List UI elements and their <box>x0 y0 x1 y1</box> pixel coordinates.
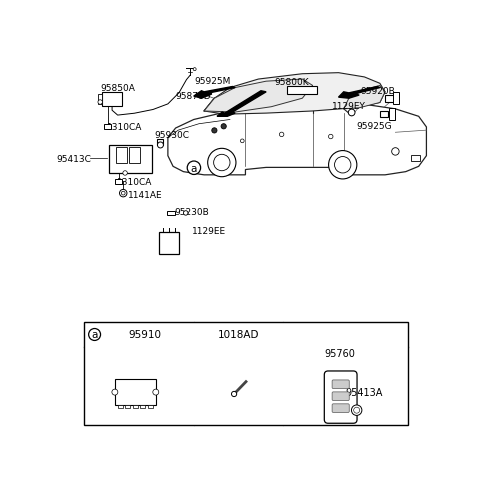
Text: 95925G: 95925G <box>357 121 392 130</box>
Bar <box>104 124 111 130</box>
Circle shape <box>120 190 127 197</box>
Bar <box>98 94 102 105</box>
Text: 95230B: 95230B <box>175 208 209 217</box>
Bar <box>115 180 122 184</box>
Circle shape <box>328 135 333 139</box>
Circle shape <box>123 171 127 176</box>
Text: 1141AE: 1141AE <box>128 190 163 199</box>
Bar <box>159 232 179 255</box>
Circle shape <box>112 389 118 395</box>
Polygon shape <box>194 87 235 99</box>
Bar <box>148 405 153 408</box>
Circle shape <box>89 329 100 341</box>
Circle shape <box>214 155 230 171</box>
Bar <box>129 147 140 164</box>
Text: a: a <box>191 164 197 173</box>
Circle shape <box>335 157 351 174</box>
Text: 1310CA: 1310CA <box>108 122 143 132</box>
Polygon shape <box>344 86 385 109</box>
Text: 1129EY: 1129EY <box>332 102 366 111</box>
Bar <box>125 405 131 408</box>
Text: 95850A: 95850A <box>100 83 135 92</box>
Bar <box>380 111 388 118</box>
FancyBboxPatch shape <box>332 392 349 401</box>
Circle shape <box>240 140 244 143</box>
Text: 95800K: 95800K <box>274 78 309 87</box>
FancyBboxPatch shape <box>332 404 349 412</box>
Bar <box>140 405 145 408</box>
Polygon shape <box>338 87 380 99</box>
Bar <box>287 87 317 94</box>
Text: 95760: 95760 <box>324 348 355 359</box>
Bar <box>133 405 138 408</box>
Circle shape <box>231 392 237 397</box>
Circle shape <box>187 162 201 175</box>
Text: 95413C: 95413C <box>57 154 92 163</box>
Text: 1129EE: 1129EE <box>192 226 226 235</box>
Circle shape <box>121 192 125 196</box>
Text: 1018AD: 1018AD <box>218 330 259 340</box>
Bar <box>109 146 152 173</box>
Bar <box>116 147 127 164</box>
Text: 95870D: 95870D <box>175 92 211 101</box>
Polygon shape <box>204 74 385 115</box>
Polygon shape <box>204 80 312 113</box>
Bar <box>393 93 398 105</box>
Circle shape <box>212 129 217 134</box>
Bar <box>102 93 122 107</box>
Circle shape <box>153 389 159 395</box>
Bar <box>118 405 123 408</box>
Bar <box>385 95 395 103</box>
Polygon shape <box>217 91 266 117</box>
Circle shape <box>329 151 357 180</box>
Circle shape <box>348 110 355 117</box>
Circle shape <box>279 133 284 137</box>
Circle shape <box>221 124 226 130</box>
Circle shape <box>392 149 399 156</box>
Circle shape <box>183 211 188 216</box>
Bar <box>157 139 163 146</box>
Circle shape <box>193 69 196 72</box>
Text: 95413A: 95413A <box>346 388 383 397</box>
Circle shape <box>208 149 236 177</box>
FancyBboxPatch shape <box>324 371 357 424</box>
Circle shape <box>354 408 360 413</box>
Bar <box>115 379 156 405</box>
Bar <box>84 323 408 425</box>
Text: a: a <box>91 330 98 340</box>
Circle shape <box>157 143 163 149</box>
Polygon shape <box>168 103 426 176</box>
Bar <box>167 211 175 216</box>
Circle shape <box>351 405 362 416</box>
Text: 1310CA: 1310CA <box>117 177 152 186</box>
Text: 95925M: 95925M <box>194 76 231 86</box>
Text: 95930C: 95930C <box>154 131 189 140</box>
Text: 95910: 95910 <box>128 330 161 340</box>
Circle shape <box>98 101 102 105</box>
Text: 95920B: 95920B <box>360 86 395 95</box>
FancyBboxPatch shape <box>332 380 349 389</box>
Bar <box>410 155 420 162</box>
Bar <box>389 109 395 121</box>
